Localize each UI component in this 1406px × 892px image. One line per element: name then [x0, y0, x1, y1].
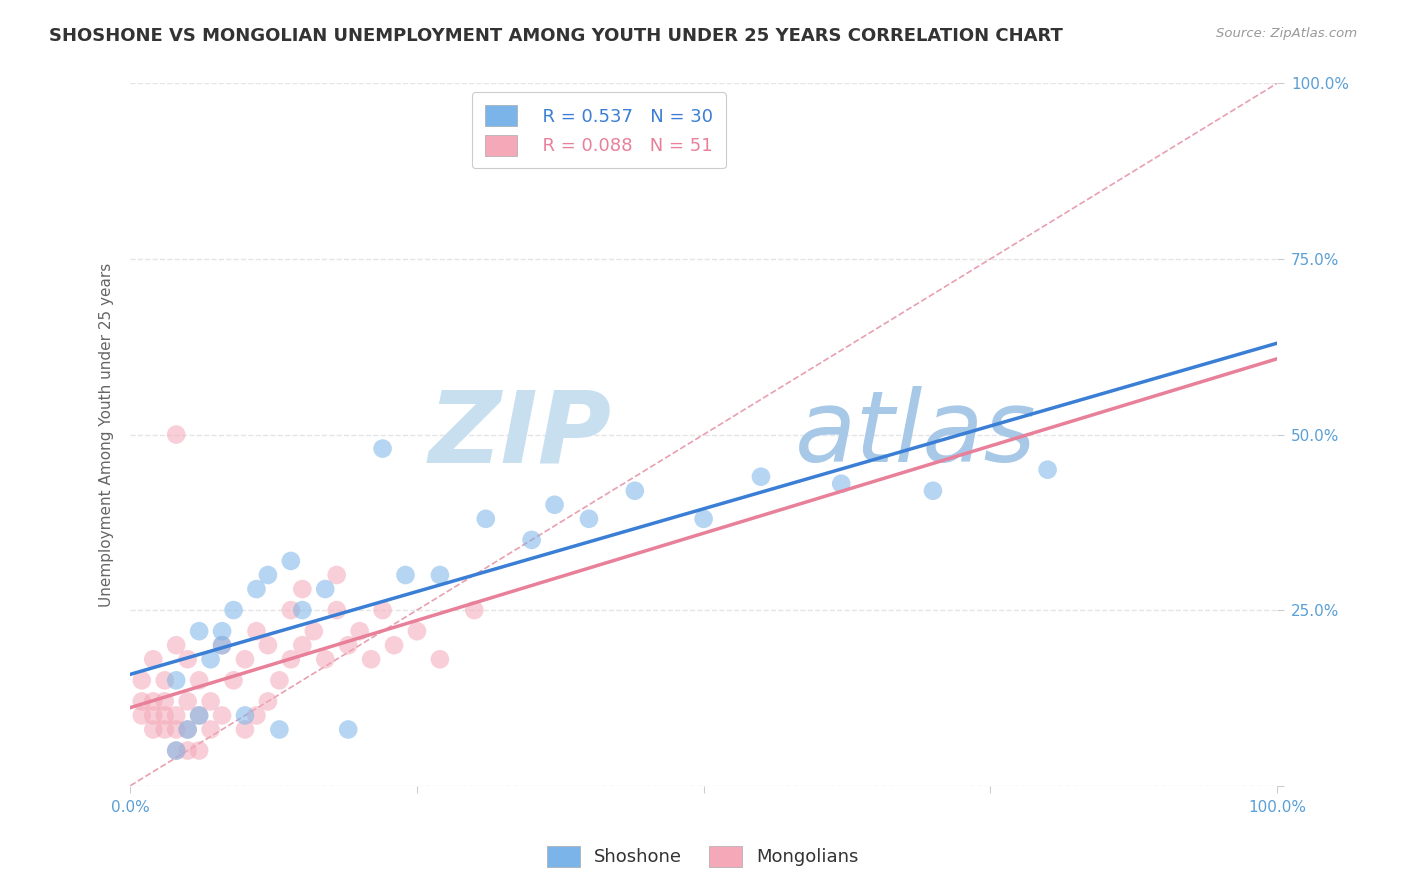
- Text: atlas: atlas: [796, 386, 1038, 483]
- Point: [314, 582, 336, 596]
- Point: [188, 708, 211, 723]
- Point: [1036, 463, 1059, 477]
- Point: [153, 673, 176, 688]
- Point: [176, 694, 198, 708]
- Point: [142, 708, 165, 723]
- Point: [211, 624, 233, 639]
- Point: [325, 603, 347, 617]
- Point: [233, 652, 256, 666]
- Point: [165, 708, 187, 723]
- Point: [176, 723, 198, 737]
- Point: [291, 638, 314, 652]
- Point: [578, 512, 600, 526]
- Point: [302, 624, 325, 639]
- Point: [337, 638, 360, 652]
- Point: [245, 624, 267, 639]
- Point: [624, 483, 647, 498]
- Point: [131, 708, 153, 723]
- Point: [131, 673, 153, 688]
- Point: [188, 673, 211, 688]
- Point: [188, 743, 211, 757]
- Point: [165, 743, 187, 757]
- Legend:   R = 0.537   N = 30,   R = 0.088   N = 51: R = 0.537 N = 30, R = 0.088 N = 51: [472, 93, 725, 169]
- Point: [291, 603, 314, 617]
- Point: [371, 603, 394, 617]
- Point: [314, 652, 336, 666]
- Point: [188, 708, 211, 723]
- Point: [142, 694, 165, 708]
- Text: Source: ZipAtlas.com: Source: ZipAtlas.com: [1216, 27, 1357, 40]
- Point: [153, 723, 176, 737]
- Point: [222, 673, 245, 688]
- Point: [382, 638, 405, 652]
- Point: [269, 723, 291, 737]
- Point: [165, 673, 187, 688]
- Point: [200, 694, 222, 708]
- Point: [165, 638, 187, 652]
- Y-axis label: Unemployment Among Youth under 25 years: Unemployment Among Youth under 25 years: [100, 262, 114, 607]
- Legend: Shoshone, Mongolians: Shoshone, Mongolians: [540, 838, 866, 874]
- Point: [337, 723, 360, 737]
- Point: [475, 512, 498, 526]
- Point: [142, 723, 165, 737]
- Point: [142, 652, 165, 666]
- Point: [188, 624, 211, 639]
- Point: [429, 568, 451, 582]
- Point: [176, 743, 198, 757]
- Point: [153, 708, 176, 723]
- Point: [245, 708, 267, 723]
- Point: [406, 624, 429, 639]
- Point: [291, 582, 314, 596]
- Point: [463, 603, 485, 617]
- Point: [280, 603, 302, 617]
- Point: [349, 624, 371, 639]
- Point: [165, 723, 187, 737]
- Point: [200, 652, 222, 666]
- Point: [211, 638, 233, 652]
- Point: [165, 743, 187, 757]
- Point: [257, 694, 280, 708]
- Point: [749, 469, 772, 483]
- Point: [233, 708, 256, 723]
- Point: [922, 483, 945, 498]
- Point: [165, 427, 187, 442]
- Point: [543, 498, 565, 512]
- Point: [280, 652, 302, 666]
- Text: SHOSHONE VS MONGOLIAN UNEMPLOYMENT AMONG YOUTH UNDER 25 YEARS CORRELATION CHART: SHOSHONE VS MONGOLIAN UNEMPLOYMENT AMONG…: [49, 27, 1063, 45]
- Point: [280, 554, 302, 568]
- Point: [131, 694, 153, 708]
- Point: [371, 442, 394, 456]
- Point: [257, 568, 280, 582]
- Point: [153, 694, 176, 708]
- Point: [211, 638, 233, 652]
- Point: [394, 568, 416, 582]
- Point: [245, 582, 267, 596]
- Point: [176, 723, 198, 737]
- Point: [325, 568, 347, 582]
- Point: [257, 638, 280, 652]
- Point: [830, 476, 852, 491]
- Point: [520, 533, 543, 547]
- Point: [692, 512, 714, 526]
- Point: [176, 652, 198, 666]
- Point: [360, 652, 382, 666]
- Point: [269, 673, 291, 688]
- Point: [233, 723, 256, 737]
- Point: [211, 708, 233, 723]
- Point: [200, 723, 222, 737]
- Text: ZIP: ZIP: [429, 386, 612, 483]
- Point: [429, 652, 451, 666]
- Point: [222, 603, 245, 617]
